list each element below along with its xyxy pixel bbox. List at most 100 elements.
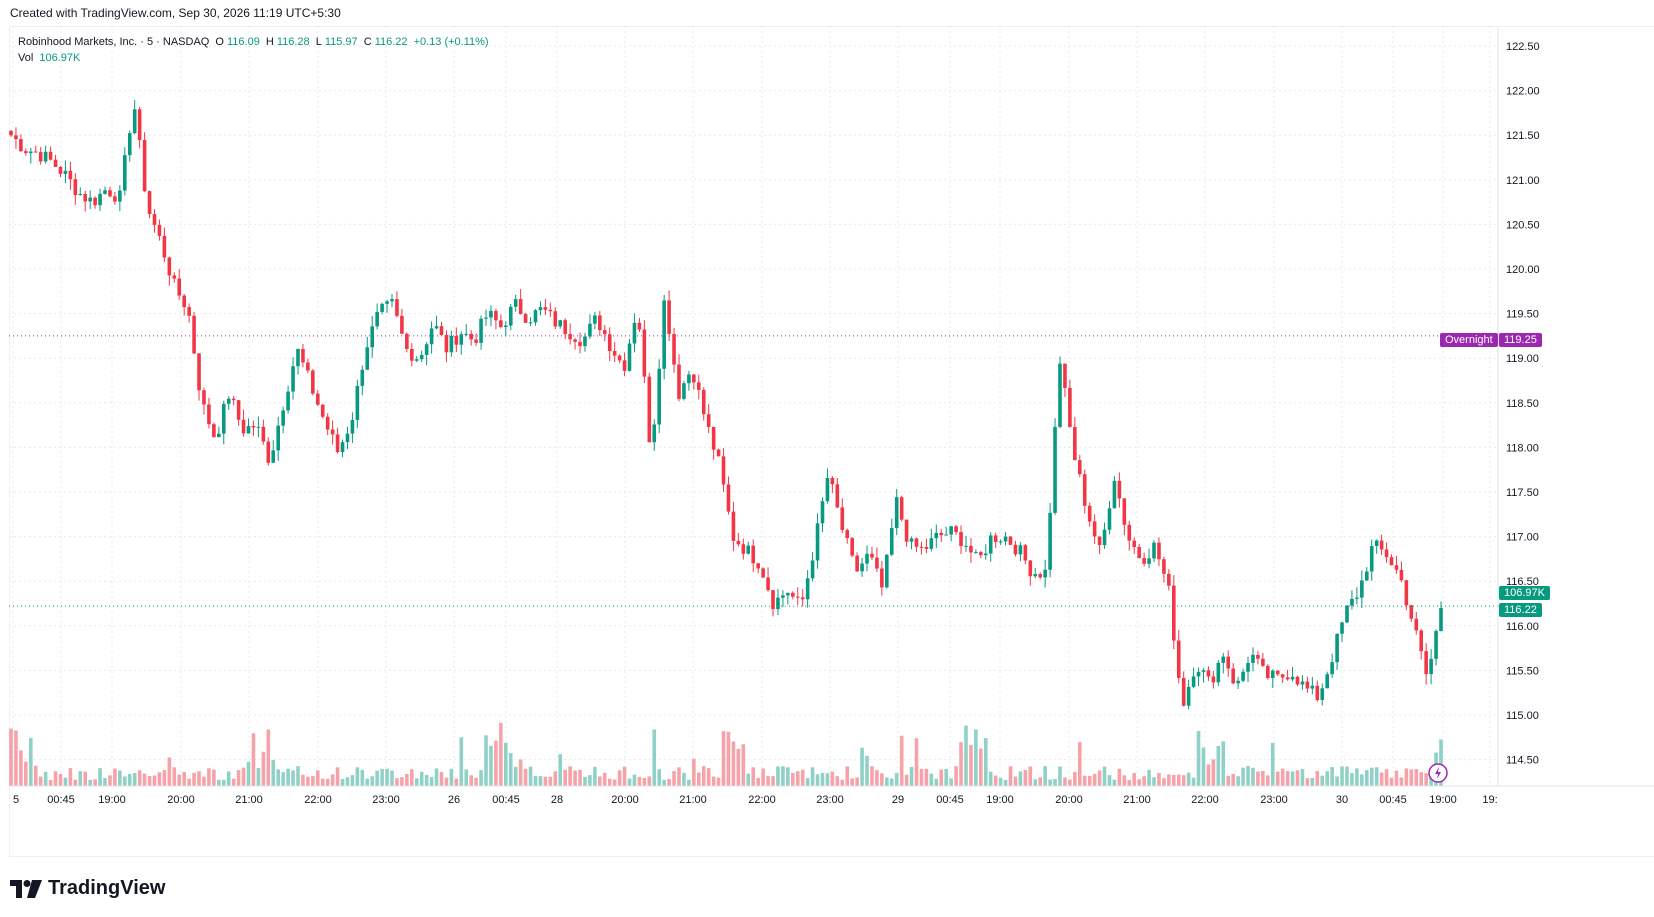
volume-bar <box>716 777 721 786</box>
candle-body <box>790 592 795 597</box>
volume-bar <box>657 769 662 786</box>
volume-bar <box>1162 778 1166 786</box>
candle-body <box>687 374 691 384</box>
volume-bar <box>33 765 38 786</box>
candle-body <box>959 532 963 547</box>
candle-body <box>1211 676 1216 683</box>
candle-body <box>726 484 731 512</box>
candle-body <box>504 325 508 328</box>
volume-bar <box>108 775 112 786</box>
time-tick-label: 21:00 <box>235 794 263 806</box>
volume-bar <box>1231 773 1235 786</box>
candle-body <box>48 151 53 160</box>
chart-pane[interactable]: 122.50 122.00 121.50 121.00 120.50 120.00 119.… <box>8 25 1654 858</box>
candle-body <box>350 419 355 434</box>
candle-body <box>647 376 652 443</box>
symbol-title[interactable]: Robinhood Markets, Inc. · 5 · NASDAQ <box>18 36 210 48</box>
volume-bar <box>741 744 746 786</box>
candle-body <box>281 410 285 426</box>
volume-bar <box>761 768 765 786</box>
volume-bar <box>736 748 741 786</box>
candle-body <box>320 404 325 417</box>
candle-body <box>390 299 394 302</box>
volume-bar <box>612 779 617 786</box>
volume-bar <box>43 771 48 786</box>
volume-bar <box>9 728 13 786</box>
volume-bar <box>652 729 657 786</box>
volume-bar <box>68 768 73 786</box>
volume-bar <box>672 771 676 786</box>
candle-body <box>484 317 488 319</box>
volume-bar <box>800 769 805 786</box>
candle-body <box>885 554 889 588</box>
volume-bar <box>286 768 290 786</box>
volume-bar <box>1325 771 1329 786</box>
candle-body <box>766 577 770 591</box>
volume-bar <box>622 766 627 786</box>
volume-bar <box>1147 769 1151 786</box>
volume-bar <box>1290 771 1295 786</box>
time-tick-label: 23:00 <box>1260 794 1288 806</box>
candle-body <box>771 590 775 610</box>
volume-bar <box>1186 772 1191 786</box>
candle-body <box>677 364 681 399</box>
volume-bar <box>1117 768 1122 786</box>
candle-body <box>894 497 899 529</box>
volume-bar <box>494 740 498 786</box>
volume-bar <box>855 777 859 786</box>
candle-body <box>558 320 563 327</box>
candle-body <box>449 335 454 353</box>
candle-body <box>929 538 934 549</box>
candle-body <box>523 314 528 323</box>
candle-body <box>88 197 92 202</box>
volume-bar <box>993 775 998 786</box>
candle-body <box>207 404 211 425</box>
volume-bar <box>335 767 340 786</box>
volume-bar <box>489 745 493 786</box>
candle-body <box>1246 662 1250 672</box>
candle-body <box>63 170 68 174</box>
volume-bar <box>380 768 384 786</box>
volume-bar <box>682 772 686 786</box>
candle-body <box>1102 529 1107 546</box>
candle-body <box>147 191 152 215</box>
volume-bar <box>964 725 968 786</box>
tradingview-logo[interactable]: TradingView <box>10 877 165 900</box>
volume-bar <box>1048 779 1052 786</box>
volume-bar <box>315 770 320 786</box>
volume-bar <box>98 768 102 786</box>
volume-bar <box>731 741 736 786</box>
candle-body <box>202 390 206 405</box>
volume-bar <box>409 769 414 786</box>
candle-body <box>335 434 340 453</box>
candle-body <box>1008 536 1013 545</box>
candle-body <box>182 295 186 308</box>
volume-bar <box>1003 779 1008 786</box>
candle-body <box>1290 676 1295 680</box>
candle-body <box>528 322 533 324</box>
volume-bar <box>484 735 488 786</box>
candle-body <box>934 532 939 539</box>
candlestick-chart[interactable]: 122.50 122.00 121.50 121.00 120.50 120.00 119.… <box>8 25 1654 858</box>
volume-bar <box>83 771 88 786</box>
candle-body <box>1196 671 1201 677</box>
lightning-icon[interactable] <box>1428 763 1448 783</box>
volume-bar <box>24 761 28 786</box>
time-tick-label: 19: <box>1482 794 1497 806</box>
candle-body <box>1429 658 1433 675</box>
volume-bar <box>1211 759 1216 786</box>
volume-bar <box>1236 776 1240 786</box>
volume-bar <box>845 766 850 786</box>
volume-value: 106.97K <box>39 52 81 64</box>
volume-label[interactable]: Vol <box>18 52 34 64</box>
volume-bar <box>241 767 246 786</box>
volume-bar <box>588 775 592 786</box>
volume-bar <box>1266 775 1270 786</box>
candle-body <box>548 309 553 312</box>
volume-bar <box>365 778 370 786</box>
volume-bar <box>167 757 172 786</box>
candle-body <box>1270 670 1275 679</box>
candle-body <box>1275 670 1280 675</box>
candle-body <box>271 450 276 463</box>
candle-body <box>375 311 379 327</box>
